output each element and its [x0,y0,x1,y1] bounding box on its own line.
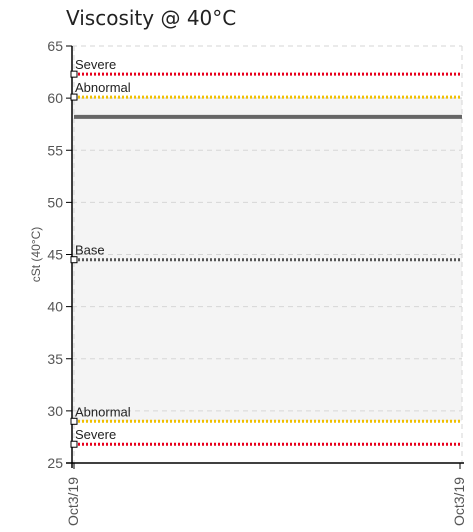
y-tick-label: 40 [47,299,63,315]
y-tick-label: 60 [47,90,63,106]
y-tick-label: 45 [47,247,63,263]
reference-marker [70,256,78,264]
y-tick-label: 65 [47,38,63,54]
y-tick-label: 25 [47,455,63,471]
reference-marker [70,440,78,448]
reference-label: Abnormal [75,80,131,95]
reference-label: Abnormal [75,404,131,419]
y-tick-label: 50 [47,194,63,210]
y-tick-label: 55 [47,142,63,158]
reference-label: Base [75,243,105,258]
reference-marker [70,417,78,425]
y-axis-label: cSt (40°C) [29,227,43,282]
y-tick-label: 35 [47,351,63,367]
reference-marker [70,70,78,78]
y-tick-label: 30 [47,403,63,419]
reference-label: Severe [75,427,116,442]
x-tick-label: Oct3/19 [65,477,81,526]
reference-marker [70,93,78,101]
x-tick-label: Oct3/19 [451,477,467,526]
reference-label: Severe [75,57,116,72]
chart-title: Viscosity @ 40°C [66,6,237,30]
